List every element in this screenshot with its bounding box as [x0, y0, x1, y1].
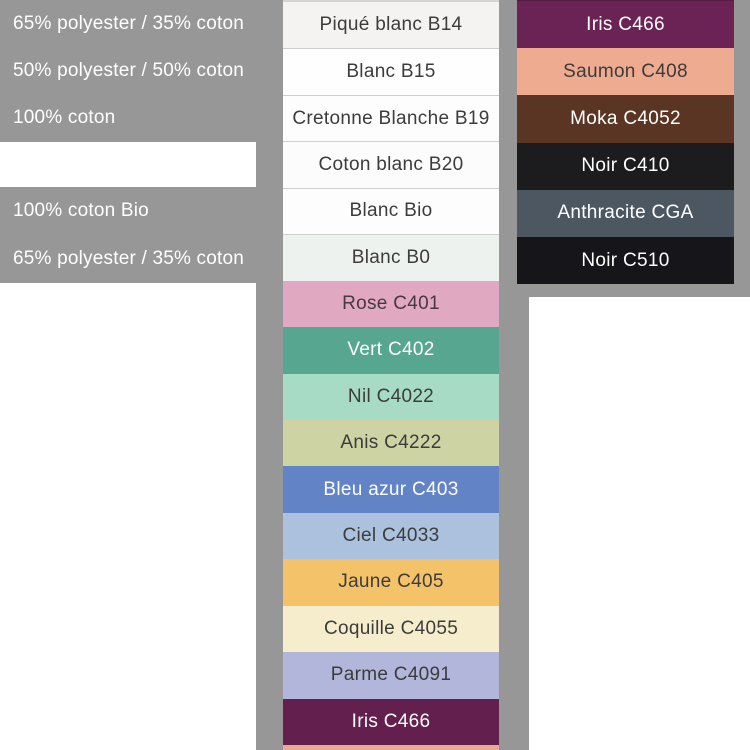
composition-legend-background: [0, 0, 256, 283]
swatch-label: Blanc B15: [346, 61, 436, 83]
composition-row-65-polyester-35-coton-5: 65% polyester / 35% coton: [0, 235, 256, 283]
swatch-label: Anis C4222: [340, 432, 442, 454]
composition-label: 50% polyester / 50% coton: [13, 59, 245, 81]
swatch-moka-c4052: Moka C4052: [517, 95, 734, 143]
swatch-pique-blanc-b14: Piqué blanc B14: [283, 2, 499, 49]
composition-label: 100% coton: [13, 107, 116, 129]
composition-label: 65% polyester / 35% coton: [13, 12, 245, 34]
composition-label: 100% coton Bio: [13, 199, 149, 221]
swatch-rose-c401: Rose C401: [283, 280, 499, 328]
swatch-noir-c510: Noir C510: [517, 236, 734, 285]
right-column-top-cut-edge: [517, 0, 734, 1]
swatch-label: Nil C4022: [347, 385, 435, 407]
swatch-label: Rose C401: [342, 292, 440, 314]
swatch-coton-blanc-b20: Coton blanc B20: [283, 141, 499, 188]
swatch-partial-bottom-cut: [283, 745, 499, 750]
swatch-cretonne-blanche-b19: Cretonne Blanche B19: [283, 94, 499, 142]
swatch-label: Coton blanc B20: [318, 154, 464, 176]
swatch-nil-c4022: Nil C4022: [283, 373, 499, 420]
swatch-ciel-c4033: Ciel C4033: [283, 512, 499, 560]
swatch-label: Blanc B0: [351, 246, 431, 268]
swatch-label: Coquille C4055: [323, 617, 459, 639]
composition-legend: 65% polyester / 35% coton 50% polyester /…: [0, 0, 256, 283]
swatch-label: Noir C410: [581, 155, 670, 177]
swatch-label: Parme C4091: [330, 664, 452, 686]
swatch-label: Anthracite CGA: [557, 202, 694, 224]
swatch-blanc-b15: Blanc B15: [283, 48, 499, 95]
swatch-label: Iris C466: [351, 710, 431, 732]
legend-spacer-band: [0, 141, 256, 187]
swatch-coquille-c4055: Coquille C4055: [283, 605, 499, 653]
swatch-anis-c4222: Anis C4222: [283, 419, 499, 467]
swatch-blanc-bio: Blanc Bio: [283, 187, 499, 235]
swatch-label: Moka C4052: [570, 107, 681, 129]
composition-row-100-coton-bio-4: 100% coton Bio: [0, 187, 256, 235]
swatch-noir-c410: Noir C410: [517, 142, 734, 190]
middle-column-top-cut-edge: [283, 0, 499, 2]
swatch-anthracite-cga: Anthracite CGA: [517, 189, 734, 237]
composition-row-50-polyester-50-coton-1: 50% polyester / 50% coton: [0, 47, 256, 94]
swatch-blanc-b0: Blanc B0: [283, 234, 499, 281]
swatch-label: Cretonne Blanche B19: [292, 107, 490, 129]
swatch-parme-c4091: Parme C4091: [283, 652, 499, 699]
swatch-label: Vert C402: [347, 339, 435, 361]
swatch-jaune-c405: Jaune C405: [283, 559, 499, 606]
swatch-label: Iris C466: [586, 13, 665, 35]
swatch-label: Jaune C405: [338, 571, 444, 593]
swatch-label: Blanc Bio: [349, 200, 433, 222]
swatch-label: Bleu azur C403: [323, 478, 459, 500]
composition-row-65-polyester-35-coton-0: 65% polyester / 35% coton: [0, 0, 256, 47]
swatch-vert-c402: Vert C402: [283, 327, 499, 374]
swatch-label: Noir C510: [581, 249, 670, 271]
swatch-label: Saumon C408: [563, 60, 688, 82]
swatch-bleu-azur-c403: Bleu azur C403: [283, 466, 499, 513]
composition-row-100-coton-2: 100% coton: [0, 95, 256, 142]
swatch-iris-c466: Iris C466: [517, 1, 734, 49]
swatch-saumon-c408: Saumon C408: [517, 48, 734, 96]
swatch-label: Ciel C4033: [342, 525, 440, 547]
composition-label: 65% polyester / 35% coton: [13, 247, 245, 269]
dark-color-swatch-column: Iris C466 Saumon C408 Moka C4052 Noir C410 A…: [517, 1, 734, 285]
white-and-color-swatch-column: Piqué blanc B14 Blanc B15 Cretonne Blanche…: [283, 2, 499, 750]
swatch-iris-c466: Iris C466: [283, 698, 499, 745]
swatch-label: Piqué blanc B14: [319, 14, 463, 36]
